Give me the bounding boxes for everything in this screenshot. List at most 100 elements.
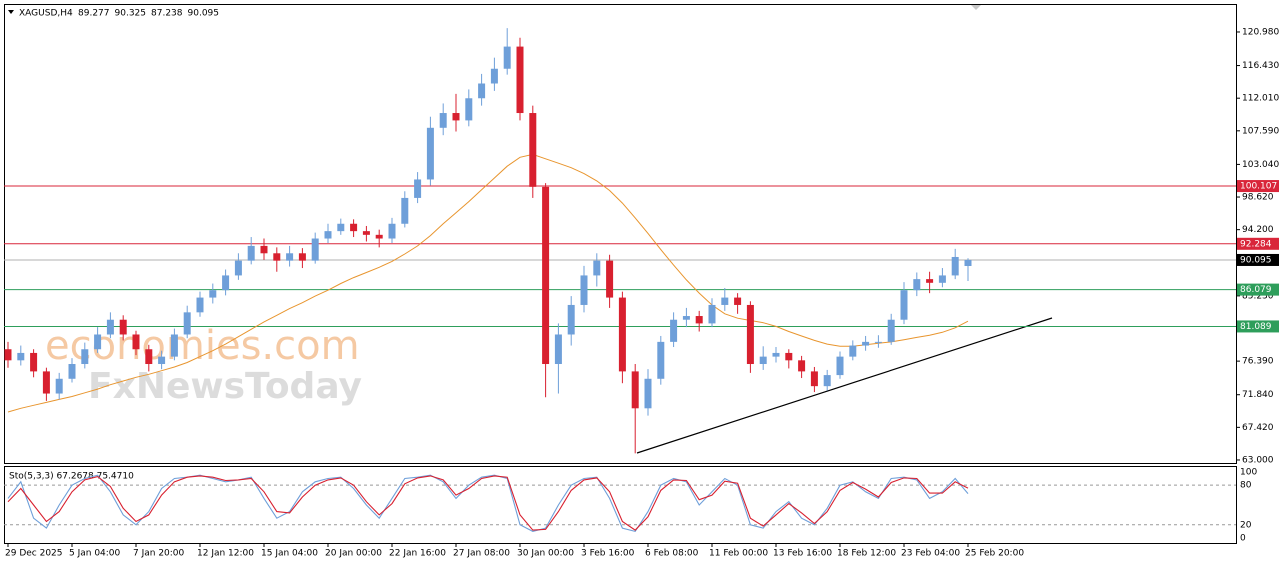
y-tick-label: 120.980: [1242, 27, 1279, 37]
watermark: FxNewsToday: [88, 366, 362, 407]
candle-body: [350, 223, 358, 232]
x-tick-label: 20 Jan 00:00: [325, 549, 382, 559]
candle-body: [580, 275, 588, 305]
x-tick-label: 3 Feb 16:00: [581, 549, 635, 559]
candle-body: [42, 371, 50, 394]
candle-body: [158, 356, 166, 365]
candle-body: [209, 290, 217, 298]
stoch-line: [7, 474, 969, 533]
candle-body: [606, 260, 614, 298]
trend-line: [636, 317, 1053, 454]
candle-body: [260, 245, 268, 254]
candle-body: [81, 349, 89, 365]
candle-body: [708, 304, 716, 324]
candle-body: [401, 197, 409, 224]
candle-body: [247, 245, 255, 261]
level-label-box: [1237, 283, 1279, 296]
candle-body: [593, 260, 601, 276]
candle-body: [567, 304, 575, 335]
candle-body: [887, 319, 895, 342]
level-label: 100.107: [1240, 182, 1277, 192]
candle-body: [298, 253, 306, 261]
candle-body: [503, 46, 511, 69]
candle-body: [631, 371, 639, 409]
y-tick-label: 100: [1240, 467, 1257, 477]
x-tick-label: 29 Dec 2025: [5, 549, 63, 559]
candle-body: [324, 231, 332, 239]
candle-body: [132, 334, 140, 350]
x-tick-label: 15 Jan 04:00: [261, 549, 318, 559]
candle-body: [964, 259, 972, 267]
candle-body: [17, 352, 25, 361]
candle-body: [542, 186, 550, 365]
y-tick-label: 67.420: [1242, 423, 1274, 433]
level-label: 90.095: [1240, 255, 1272, 265]
candle-body: [426, 127, 434, 180]
candle-body: [554, 334, 562, 365]
candle-body: [746, 304, 754, 365]
x-tick-label: 12 Jan 12:00: [197, 549, 254, 559]
level-label: 92.284: [1240, 239, 1272, 249]
candle-body: [682, 316, 690, 320]
candle-body: [836, 356, 844, 376]
candle-body: [170, 334, 178, 357]
candle-body: [94, 334, 102, 350]
candle-body: [478, 83, 486, 99]
level-label-box: [1237, 253, 1279, 266]
candle-body: [311, 238, 319, 261]
y-tick-label: 107.590: [1242, 126, 1279, 136]
x-tick-label: 11 Feb 00:00: [709, 549, 768, 559]
candle-body: [695, 316, 703, 324]
level-label-box: [1237, 180, 1279, 193]
candle-body: [375, 234, 383, 239]
x-tick-label: 6 Feb 08:00: [645, 549, 699, 559]
stoch-line: [7, 475, 969, 531]
candle-body: [234, 260, 242, 276]
candle-body: [670, 319, 678, 342]
level-label: 86.079: [1240, 285, 1272, 295]
candle-body: [529, 113, 537, 187]
menu-icon[interactable]: [8, 10, 14, 14]
candle-body: [286, 253, 294, 261]
candle-body: [490, 68, 498, 84]
header-value: 87.238: [151, 9, 183, 19]
candle-body: [106, 319, 114, 335]
candle-body: [222, 275, 230, 291]
x-tick-label: 13 Feb 16:00: [773, 549, 832, 559]
x-tick-label: 25 Feb 20:00: [965, 549, 1024, 559]
x-tick-label: 18 Feb 12:00: [837, 549, 896, 559]
candle-body: [938, 275, 946, 283]
candle-body: [810, 371, 818, 387]
y-tick-label: 76.390: [1242, 357, 1274, 367]
level-label-box: [1237, 320, 1279, 333]
candle-body: [823, 375, 831, 387]
candle-body: [273, 253, 281, 261]
candle-body: [516, 46, 524, 114]
y-tick-label: 85.230: [1242, 291, 1274, 301]
candle-body: [618, 297, 626, 372]
header-value: 90.325: [115, 9, 147, 19]
y-tick-label: 103.040: [1242, 160, 1279, 170]
x-tick-label: 27 Jan 08:00: [453, 549, 510, 559]
candle-body: [657, 341, 665, 379]
shift-marker: [971, 5, 981, 10]
candle-body: [644, 378, 652, 409]
y-tick-label: 71.840: [1242, 390, 1274, 400]
candle-body: [785, 352, 793, 361]
candle-body: [900, 290, 908, 320]
y-tick-label: 20: [1240, 520, 1252, 530]
candle-body: [337, 223, 345, 232]
y-tick-label: 80: [1240, 481, 1252, 491]
x-tick-label: 5 Jan 04:00: [69, 549, 121, 559]
candle-body: [874, 341, 882, 343]
candle-body: [119, 319, 127, 335]
stoch-title: Sto(5,3,3) 67.2678 75.4710: [9, 472, 134, 482]
candle-body: [926, 279, 934, 283]
y-tick-label: 112.010: [1242, 94, 1279, 104]
stoch-panel: [4, 466, 1237, 544]
header-value: 89.277: [78, 9, 110, 19]
x-tick-label: 23 Feb 04:00: [901, 549, 960, 559]
symbol-title: XAGUSD,H4: [19, 9, 73, 19]
candle-body: [721, 297, 729, 305]
moving-average: [7, 153, 969, 413]
